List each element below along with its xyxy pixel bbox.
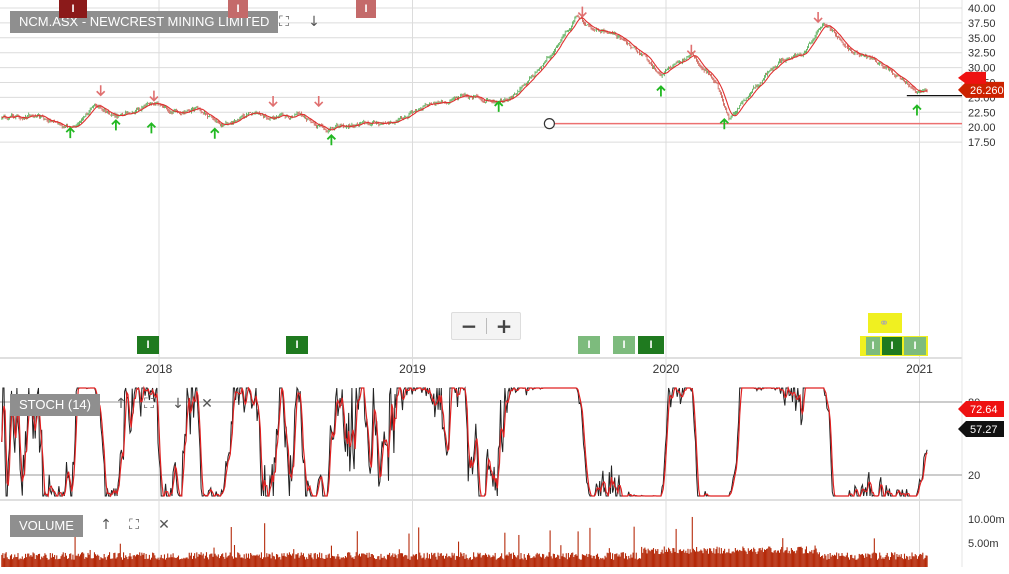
event-badge[interactable]: I bbox=[59, 0, 87, 18]
zoom-out-button[interactable]: − bbox=[460, 314, 478, 338]
buy-signal-arrow bbox=[719, 117, 729, 130]
y-tick-label: 22.50 bbox=[968, 107, 996, 119]
event-badge[interactable]: I bbox=[904, 337, 926, 355]
close-icon[interactable]: ✕ bbox=[158, 517, 170, 533]
volume-tick-label: 5.00m bbox=[968, 538, 999, 550]
price-marker-tag bbox=[958, 71, 986, 84]
event-badge[interactable]: I bbox=[286, 336, 308, 354]
event-badge[interactable]: I bbox=[356, 0, 376, 18]
y-tick-label: 17.50 bbox=[968, 137, 996, 149]
sell-signal-arrow bbox=[686, 44, 696, 56]
link-icon[interactable]: ⚭ bbox=[878, 316, 890, 330]
y-tick-label: 40.00 bbox=[968, 3, 996, 15]
y-tick-label: 20.00 bbox=[968, 122, 996, 134]
zoom-in-button[interactable]: + bbox=[495, 314, 513, 338]
buy-signal-arrow bbox=[912, 104, 922, 116]
stoch-tick-label: 20 bbox=[968, 470, 980, 482]
y-tick-label: 37.50 bbox=[968, 18, 996, 30]
buy-signal-arrow bbox=[146, 122, 157, 134]
sell-signal-arrow bbox=[577, 6, 587, 18]
sell-signal-arrow bbox=[813, 11, 823, 24]
moving-average-line bbox=[1, 17, 928, 131]
line-handle bbox=[543, 118, 555, 130]
last-price-tag bbox=[958, 81, 1004, 98]
stoch-title: STOCH (14) bbox=[10, 394, 100, 416]
stoch-value-label: 57.27 bbox=[970, 424, 998, 436]
stoch-value-tag bbox=[958, 401, 1004, 417]
buy-signal-arrow bbox=[111, 119, 121, 131]
arrow-down-icon[interactable]: ↓ bbox=[172, 396, 184, 412]
buy-signal-arrow bbox=[65, 126, 75, 139]
x-tick-label: 2019 bbox=[399, 362, 426, 376]
event-badge[interactable]: I bbox=[882, 337, 902, 355]
volume-title: VOLUME bbox=[10, 515, 83, 537]
stoch-d-line bbox=[1, 385, 928, 498]
buy-signal-arrow bbox=[656, 85, 666, 97]
close-icon[interactable]: ✕ bbox=[201, 396, 213, 412]
event-badge[interactable]: I bbox=[228, 0, 248, 18]
sell-signal-arrow bbox=[149, 90, 159, 102]
y-tick-label: 32.50 bbox=[968, 48, 996, 60]
arrow-up-icon[interactable]: ↑ bbox=[100, 517, 112, 533]
event-badge[interactable]: I bbox=[866, 337, 880, 355]
arrow-up-icon[interactable]: ↑ bbox=[115, 396, 127, 412]
zoom-control: − + bbox=[451, 312, 521, 340]
stoch-value-label: 72.64 bbox=[970, 404, 998, 416]
volume-tick-label: 10.00m bbox=[968, 514, 1005, 526]
highlighted-annotation[interactable] bbox=[868, 313, 902, 333]
fullscreen-icon[interactable]: ⛶ bbox=[279, 14, 289, 30]
buy-signal-arrow bbox=[494, 100, 504, 112]
buy-signal-arrow bbox=[326, 134, 337, 146]
event-badge[interactable]: I bbox=[137, 336, 159, 354]
event-badge[interactable]: I bbox=[638, 336, 664, 354]
fullscreen-icon[interactable]: ⛶ bbox=[129, 517, 139, 533]
last-price-label: 26.260 bbox=[970, 85, 1004, 97]
y-tick-label: 35.00 bbox=[968, 33, 996, 45]
sell-signal-arrow bbox=[268, 95, 278, 108]
y-tick-label: 30.00 bbox=[968, 63, 996, 75]
buy-signal-arrow bbox=[210, 127, 220, 139]
sell-signal-arrow bbox=[314, 95, 324, 108]
event-badge[interactable]: I bbox=[613, 336, 635, 354]
arrow-down-icon[interactable]: ↓ bbox=[308, 14, 320, 30]
x-tick-label: 2020 bbox=[653, 362, 680, 376]
event-badge[interactable]: I bbox=[578, 336, 600, 354]
sell-signal-arrow bbox=[96, 85, 106, 97]
x-tick-label: 2021 bbox=[906, 362, 933, 376]
stoch-value-tag bbox=[958, 421, 1004, 437]
fullscreen-icon[interactable]: ⛶ bbox=[144, 396, 154, 412]
x-tick-label: 2018 bbox=[146, 362, 173, 376]
